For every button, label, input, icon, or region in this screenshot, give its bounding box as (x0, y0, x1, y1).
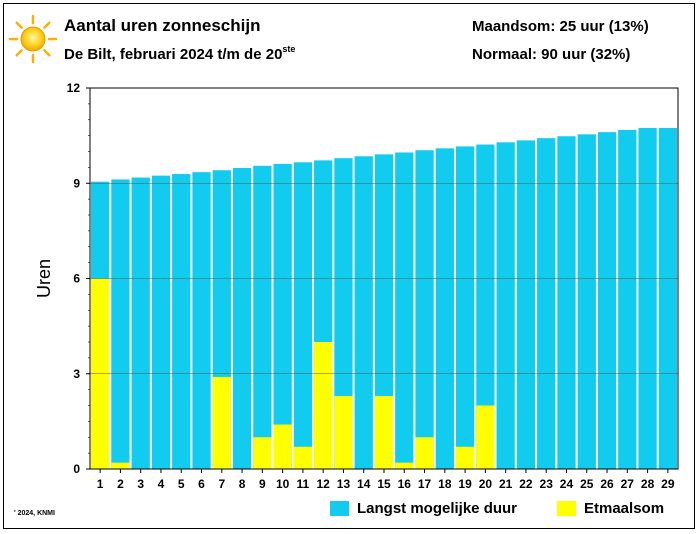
bar-etmaalsom-20 (476, 405, 495, 469)
bar-etmaalsom-19 (455, 446, 475, 469)
legend-swatch-etmaalsom (557, 501, 576, 516)
bar-etmaalsom-10 (273, 424, 292, 469)
x-tick-29: 29 (661, 477, 675, 491)
x-tick-10: 10 (276, 477, 290, 491)
x-tick-15: 15 (377, 477, 391, 491)
x-tick-20: 20 (479, 477, 493, 491)
copyright-credit: ' 2024, KNMI (14, 510, 55, 517)
legend-item-etmaalsom: Etmaalsom (557, 500, 664, 517)
x-tick-25: 25 (580, 477, 594, 491)
x-tick-22: 22 (519, 477, 533, 491)
bar-langst-17 (415, 150, 434, 470)
bar-langst-15 (374, 154, 394, 470)
bar-langst-22 (516, 140, 536, 469)
bar-etmaalsom-11 (293, 446, 313, 469)
legend-label-langst: Langst mogelijke duur (357, 500, 518, 517)
x-tick-27: 27 (621, 477, 635, 491)
x-tick-13: 13 (337, 477, 351, 491)
bar-langst-23 (537, 138, 556, 470)
x-tick-28: 28 (641, 477, 655, 491)
bar-langst-3 (131, 177, 150, 469)
x-tick-12: 12 (316, 477, 330, 491)
bar-langst-9 (253, 165, 272, 469)
bar-etmaalsom-17 (415, 437, 434, 469)
bar-langst-13 (334, 158, 353, 470)
x-tick-8: 8 (239, 477, 246, 491)
legend-swatch-langst (330, 501, 349, 516)
bar-langst-27 (618, 129, 637, 469)
maandsom-stat: Maandsom: 25 uur (13%) (472, 18, 649, 35)
subtitle-suffix: ste (282, 44, 296, 54)
bar-langst-5 (172, 174, 191, 470)
sun-icon (8, 14, 58, 64)
bar-langst-20 (476, 144, 495, 469)
x-tick-24: 24 (560, 477, 574, 491)
x-tick-5: 5 (178, 477, 185, 491)
y-axis-label: Uren (34, 259, 54, 298)
x-tick-19: 19 (458, 477, 472, 491)
bar-langst-21 (496, 142, 515, 470)
x-tick-11: 11 (297, 477, 310, 491)
y-tick-12: 12 (67, 81, 81, 95)
bar-etmaalsom-13 (334, 395, 353, 469)
chart-title: Aantal uren zonneschijn (64, 16, 261, 35)
bar-etmaalsom-15 (374, 395, 394, 469)
bar-langst-6 (192, 172, 211, 469)
legend-item-langst: Langst mogelijke duur (330, 500, 517, 517)
bar-etmaalsom-2 (111, 462, 130, 469)
x-tick-2: 2 (117, 477, 124, 491)
x-tick-1: 1 (97, 477, 104, 491)
bar-etmaalsom-9 (253, 437, 272, 469)
y-tick-3: 3 (73, 367, 80, 381)
bar-langst-11 (293, 162, 313, 470)
y-tick-9: 9 (73, 176, 80, 190)
x-tick-16: 16 (398, 477, 412, 491)
bar-langst-4 (151, 175, 171, 469)
bar-langst-10 (273, 163, 292, 469)
y-tick-6: 6 (73, 272, 80, 286)
bar-langst-26 (597, 132, 617, 469)
normaal-stat: Normaal: 90 uur (32%) (472, 46, 631, 63)
x-tick-17: 17 (418, 477, 432, 491)
bar-langst-16 (395, 152, 414, 469)
bar-etmaalsom-12 (314, 342, 333, 469)
bar-langst-25 (577, 134, 596, 470)
x-tick-21: 21 (499, 477, 513, 491)
x-tick-9: 9 (259, 477, 266, 491)
x-tick-3: 3 (137, 477, 144, 491)
subtitle-text: De Bilt, februari 2024 t/m de 20 (64, 46, 283, 63)
x-tick-7: 7 (218, 477, 225, 491)
bar-etmaalsom-16 (395, 462, 414, 469)
plot-border (89, 87, 679, 470)
bar-langst-19 (455, 146, 475, 470)
x-tick-23: 23 (540, 477, 554, 491)
x-tick-4: 4 (158, 477, 165, 491)
bar-langst-18 (435, 148, 454, 469)
y-tick-0: 0 (73, 462, 80, 476)
x-tick-26: 26 (600, 477, 614, 491)
x-tick-6: 6 (198, 477, 205, 491)
bar-langst-14 (354, 156, 373, 469)
bar-etmaalsom-7 (212, 376, 231, 469)
x-tick-18: 18 (438, 477, 452, 491)
chart-subtitle: De Bilt, februari 2024 t/m de 20ste (64, 44, 295, 63)
bar-langst-2 (111, 179, 130, 469)
legend-label-etmaalsom: Etmaalsom (584, 500, 665, 517)
bar-langst-29 (658, 128, 677, 469)
bar-langst-8 (232, 168, 252, 469)
bar-langst-28 (638, 128, 657, 469)
x-tick-14: 14 (357, 477, 371, 491)
bar-langst-24 (557, 136, 576, 469)
